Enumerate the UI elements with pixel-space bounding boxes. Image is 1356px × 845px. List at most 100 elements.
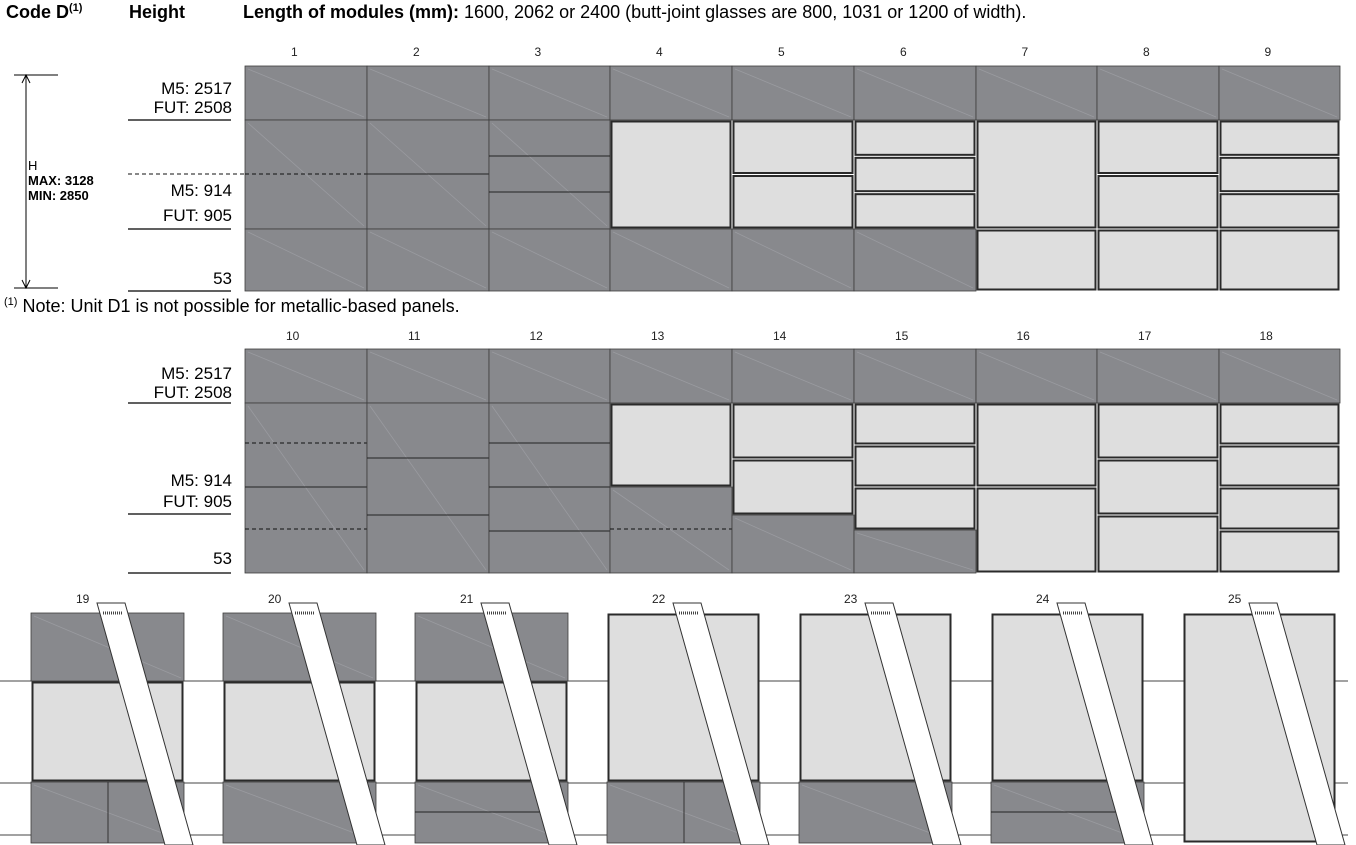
mid-transom-m5-1: M5: 914 (170, 181, 232, 200)
module-6: 6 (853, 45, 977, 292)
butt-joint-glass-strip (1056, 602, 1154, 845)
panel-texture-line (1221, 68, 1338, 118)
panel-texture-line (734, 68, 852, 118)
module-number: 22 (652, 592, 666, 606)
module-number: 17 (1138, 329, 1152, 343)
length-title: Length of modules (mm): (243, 2, 459, 22)
panel-texture-line (33, 615, 182, 679)
panel-texture-line (369, 231, 487, 289)
glass-panel (732, 459, 854, 515)
panel-texture-line (247, 68, 365, 118)
panel-texture-line (801, 784, 950, 841)
glass-panel (854, 487, 976, 530)
panel-texture-line (612, 489, 730, 571)
panel-texture-line (978, 68, 1095, 118)
panel-texture-line (247, 405, 365, 571)
glass-panel (1219, 193, 1340, 229)
top-transom-fut-1: FUT: 2508 (153, 98, 232, 117)
butt-joint-glass-strip (96, 602, 194, 845)
module-5: 5 (731, 45, 855, 292)
module-7: 7 (975, 45, 1098, 291)
glass-panel (1219, 120, 1340, 156)
height-dimension-label: H MAX: 3128 MIN: 2850 (28, 158, 94, 203)
panel-texture-line (491, 231, 608, 289)
glass-panel (854, 445, 976, 487)
module-4: 4 (609, 45, 733, 292)
panel-texture-line (1099, 351, 1217, 401)
module-number: 19 (76, 592, 90, 606)
glass-panel (976, 403, 1097, 487)
glass-panel (610, 403, 732, 487)
panel-texture-line (612, 231, 730, 289)
module-number: 7 (1022, 45, 1029, 59)
mid-transom-fut-1: FUT: 905 (163, 206, 232, 225)
height-min-label: MIN: (28, 188, 57, 203)
glass-panel (1219, 156, 1340, 193)
module-number: 14 (773, 329, 787, 343)
glass-panel (1097, 229, 1219, 291)
module-number: 25 (1228, 592, 1242, 606)
glass-panel (976, 487, 1097, 573)
glass-panel (976, 120, 1097, 229)
glass-panel (732, 120, 854, 174)
panel-texture-line (1221, 351, 1338, 401)
module-number: 9 (1265, 45, 1272, 59)
panel-texture-line (369, 68, 487, 118)
glass-panel (976, 229, 1097, 291)
glass-panel (1219, 403, 1340, 445)
module-number: 20 (268, 592, 282, 606)
height-symbol: H (28, 158, 38, 173)
panel-texture-line (612, 68, 730, 118)
glass-panel (1219, 487, 1340, 530)
panel-texture-line (247, 351, 365, 401)
glass-panel (1097, 515, 1219, 573)
glass-panel (1219, 229, 1340, 291)
glass-panel (854, 120, 976, 156)
butt-joint-glass-strip (1248, 602, 1346, 845)
module-25: 25 (1183, 592, 1346, 845)
base-height-1: 53 (213, 269, 232, 288)
panel-texture-line (491, 351, 608, 401)
module-22: 22 (606, 592, 770, 845)
panel-texture-line (247, 231, 365, 289)
module-9: 9 (1218, 45, 1341, 291)
butt-joint-glass-strip (288, 602, 386, 845)
panel-texture-line (369, 405, 487, 571)
panel-texture-line (491, 122, 608, 227)
module-number: 24 (1036, 592, 1050, 606)
panel-texture-line (369, 351, 487, 401)
module-18: 18 (1218, 329, 1341, 573)
glass-panel (1097, 403, 1219, 459)
module-24: 24 (990, 592, 1154, 845)
height-min-value: 2850 (59, 188, 89, 203)
module-number: 10 (286, 329, 300, 343)
module-number: 12 (530, 329, 544, 343)
glass-panel (1097, 459, 1219, 515)
panel-texture-line (225, 615, 374, 679)
module-1: 1 (244, 45, 368, 292)
glass-panel (732, 403, 854, 459)
module-14: 14 (731, 329, 855, 574)
panel-texture-line (491, 68, 608, 118)
module-number: 3 (535, 45, 542, 59)
module-21: 21 (414, 592, 578, 845)
module-23: 23 (798, 592, 962, 845)
module-16: 16 (975, 329, 1098, 573)
module-8: 8 (1096, 45, 1220, 291)
glass-panel (1219, 530, 1340, 573)
footnote: (1) Note: Unit D1 is not possible for me… (4, 296, 460, 317)
panel-texture-line (1099, 68, 1217, 118)
butt-joint-glass-strip (672, 602, 770, 845)
glass-panel (732, 175, 854, 229)
code-superscript: (1) (69, 2, 83, 14)
panel-texture-line (856, 231, 974, 289)
footnote-marker: (1) (4, 296, 18, 308)
top-transom-m5-2: M5: 2517 (161, 364, 232, 383)
top-transom-m5-1: M5: 2517 (161, 79, 232, 98)
module-number: 6 (900, 45, 907, 59)
panel-texture-line (856, 532, 974, 571)
glass-panel (1219, 445, 1340, 487)
module-number: 11 (408, 329, 421, 343)
dimension-arrow-top (21, 73, 31, 84)
